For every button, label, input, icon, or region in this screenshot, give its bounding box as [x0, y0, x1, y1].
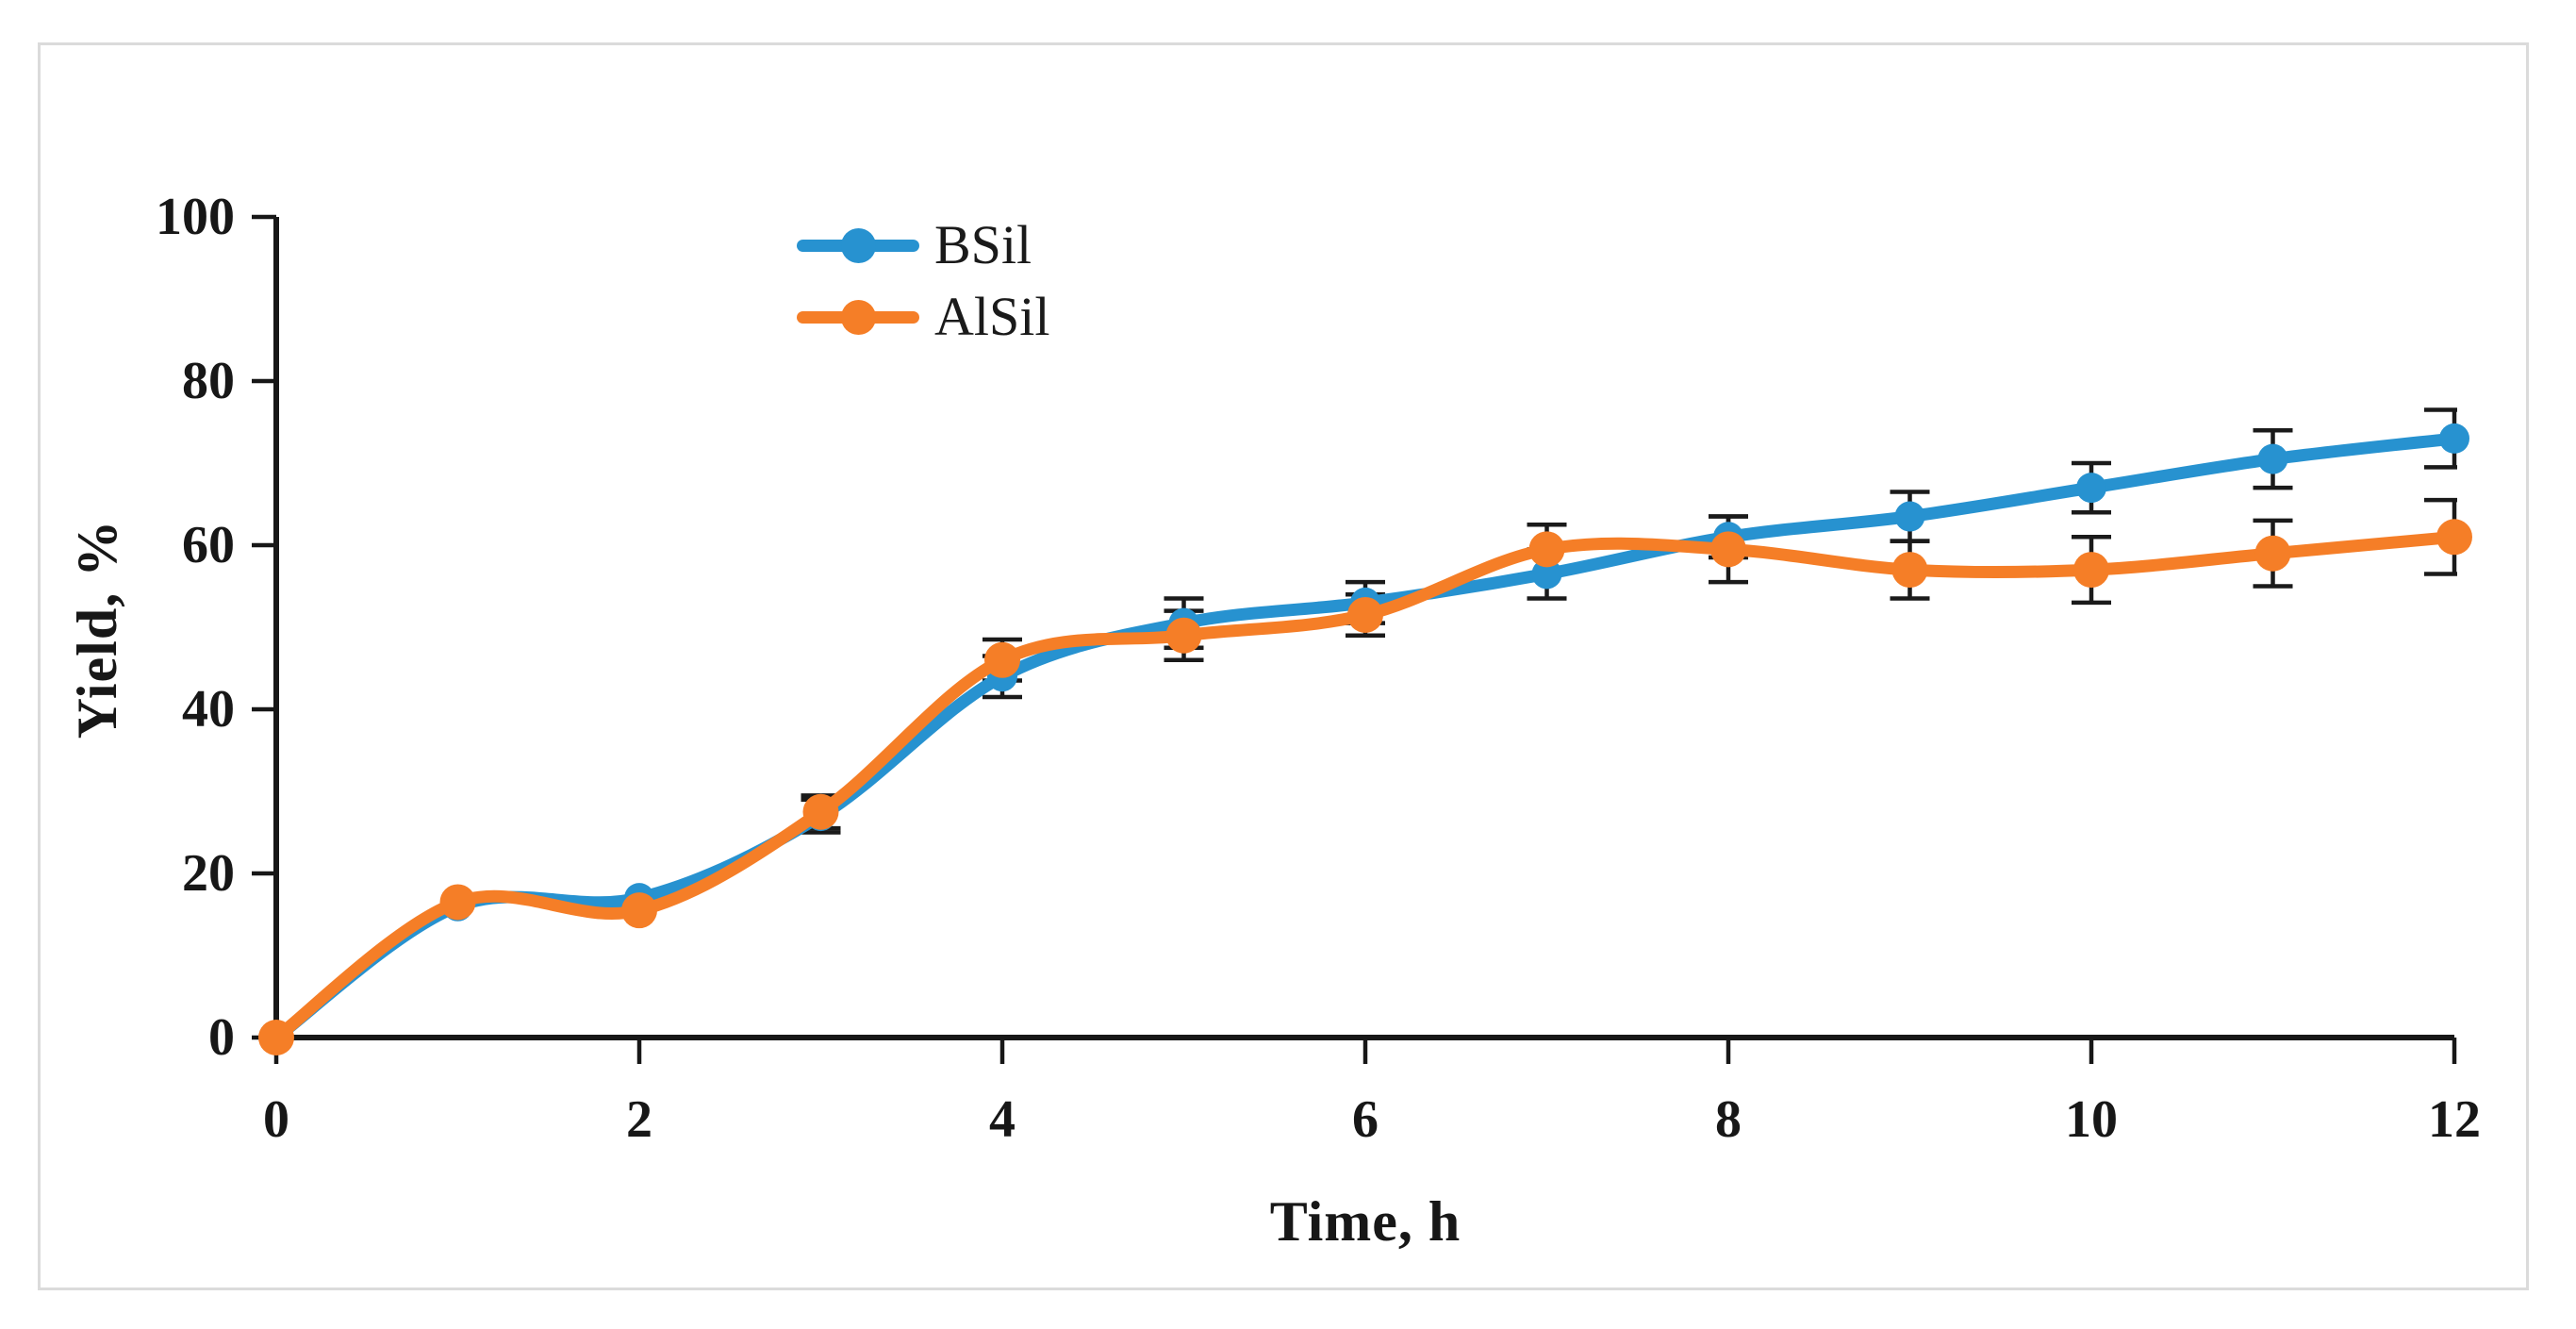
data-point-bsil — [1894, 501, 1925, 532]
x-tick-label: 10 — [2065, 1090, 2118, 1149]
x-tick-label: 0 — [263, 1090, 289, 1149]
data-point-alsil — [1165, 617, 1202, 654]
y-tick-label: 20 — [182, 844, 235, 903]
data-point-alsil — [2254, 535, 2291, 572]
x-tick-label: 2 — [626, 1090, 652, 1149]
x-axis-title: Time, h — [1269, 1190, 1461, 1253]
legend-dot-bsil — [841, 227, 876, 263]
data-point-alsil — [802, 793, 839, 830]
legend-item-bsil: BSil — [797, 209, 1050, 281]
data-point-bsil — [2257, 443, 2288, 474]
y-tick-label: 80 — [182, 352, 235, 410]
data-point-bsil — [2076, 473, 2106, 504]
data-point-alsil — [2436, 519, 2472, 556]
data-point-alsil — [621, 892, 657, 929]
legend-label-bsil: BSil — [934, 214, 1032, 275]
x-tick-label: 8 — [1715, 1090, 1742, 1149]
legend-label-alsil: AlSil — [934, 286, 1050, 347]
x-tick-label: 12 — [2428, 1090, 2481, 1149]
legend-dot-alsil — [841, 299, 876, 335]
figure-border — [38, 42, 2529, 1290]
data-point-bsil — [2439, 423, 2469, 454]
legend: BSil AlSil — [797, 209, 1050, 353]
data-point-alsil — [258, 1020, 294, 1055]
data-point-alsil — [1347, 596, 1383, 633]
data-point-alsil — [1528, 531, 1565, 568]
x-tick-label: 4 — [989, 1090, 1016, 1149]
y-tick-label: 60 — [182, 516, 235, 574]
legend-line-marker-bsil — [797, 227, 919, 263]
series-line-bsil — [270, 432, 2461, 1044]
data-point-alsil — [1710, 531, 1746, 568]
y-tick-label: 0 — [208, 1008, 235, 1067]
y-tick-label: 40 — [182, 680, 235, 739]
y-tick-label: 100 — [156, 188, 235, 246]
data-point-alsil — [439, 884, 476, 921]
data-point-alsil — [1891, 552, 1928, 589]
data-point-bsil — [1531, 558, 1562, 590]
data-point-alsil — [984, 641, 1020, 678]
data-point-alsil — [2073, 552, 2109, 589]
legend-line-marker-alsil — [797, 299, 919, 335]
legend-item-alsil: AlSil — [797, 281, 1050, 353]
x-tick-label: 6 — [1352, 1090, 1379, 1149]
y-axis-title: Yield, % — [66, 519, 128, 739]
